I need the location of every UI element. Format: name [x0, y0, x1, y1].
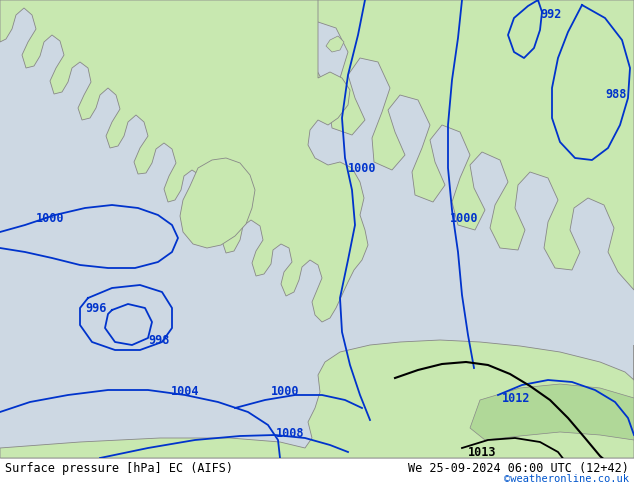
Text: Surface pressure [hPa] EC (AIFS): Surface pressure [hPa] EC (AIFS) [5, 462, 233, 475]
Polygon shape [326, 36, 344, 52]
Polygon shape [180, 158, 255, 248]
Bar [0, 458, 634, 490]
Polygon shape [288, 0, 634, 290]
Text: We 25-09-2024 06:00 UTC (12+42): We 25-09-2024 06:00 UTC (12+42) [408, 462, 629, 475]
Text: 1008: 1008 [276, 427, 304, 440]
Text: 1000: 1000 [450, 212, 479, 224]
Text: ©weatheronline.co.uk: ©weatheronline.co.uk [504, 474, 629, 484]
Text: 988: 988 [605, 89, 626, 101]
Polygon shape [470, 384, 634, 440]
Text: 1013: 1013 [468, 445, 496, 459]
Text: 1000: 1000 [271, 385, 299, 398]
Text: 1004: 1004 [171, 385, 199, 398]
Text: 1000: 1000 [36, 212, 64, 224]
Text: 1000: 1000 [348, 162, 377, 174]
Text: 998: 998 [148, 334, 169, 346]
Text: 992: 992 [540, 8, 561, 21]
Polygon shape [0, 0, 368, 322]
Text: 996: 996 [85, 301, 107, 315]
Text: 1012: 1012 [502, 392, 531, 405]
Polygon shape [0, 340, 634, 458]
